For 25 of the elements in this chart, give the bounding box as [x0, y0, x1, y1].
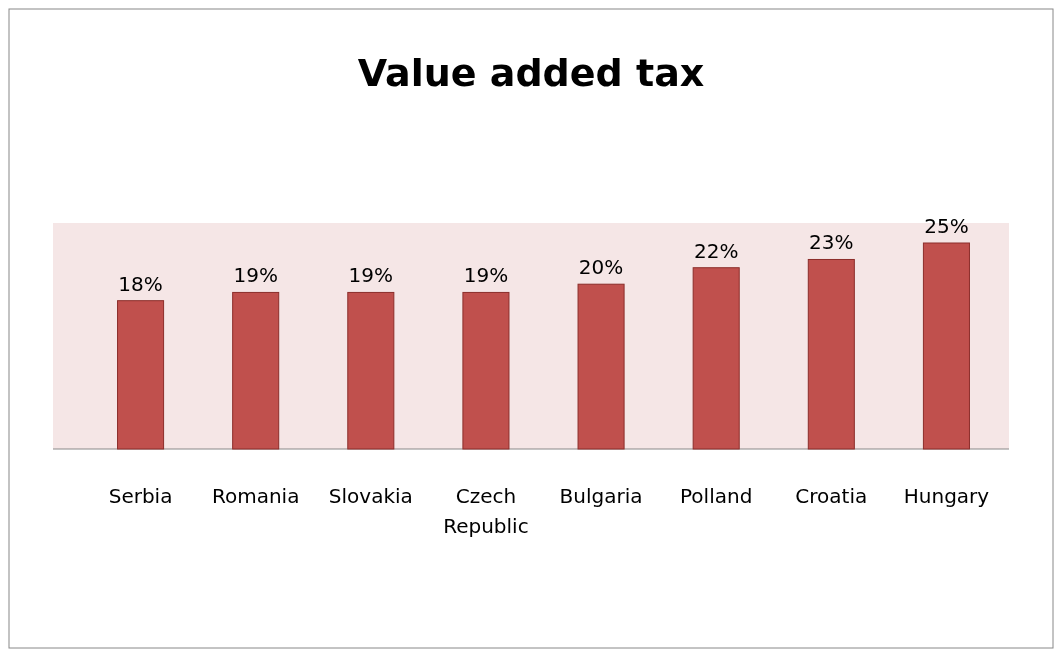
- data-label: 18%: [118, 271, 163, 296]
- bar: [462, 291, 510, 450]
- x-tick-label: Serbia: [108, 484, 173, 508]
- x-tick-label: Bulgaria: [559, 484, 643, 508]
- x-tick-label: Hungary: [903, 484, 990, 508]
- bar: [232, 291, 280, 450]
- x-tick-label: Polland: [680, 484, 753, 508]
- data-label: 19%: [463, 263, 509, 288]
- data-label: 19%: [233, 263, 278, 288]
- bar: [922, 242, 970, 450]
- x-tick-label: Romania: [211, 484, 300, 508]
- x-tick-label: Croatia: [795, 484, 868, 508]
- bar: [692, 267, 740, 450]
- data-label: 22%: [693, 238, 739, 263]
- bar: [117, 300, 165, 450]
- x-tick-label: Slovakia: [328, 484, 413, 508]
- data-label: 23%: [809, 230, 854, 255]
- bar: [807, 258, 855, 450]
- chart-title: Value added tax: [357, 51, 705, 95]
- data-label: 25%: [924, 214, 969, 238]
- data-label: 19%: [348, 263, 394, 288]
- bar: [577, 283, 625, 450]
- data-label: 20%: [578, 255, 624, 280]
- x-tick-label: Czech Republic: [443, 484, 529, 538]
- bar: [347, 291, 395, 450]
